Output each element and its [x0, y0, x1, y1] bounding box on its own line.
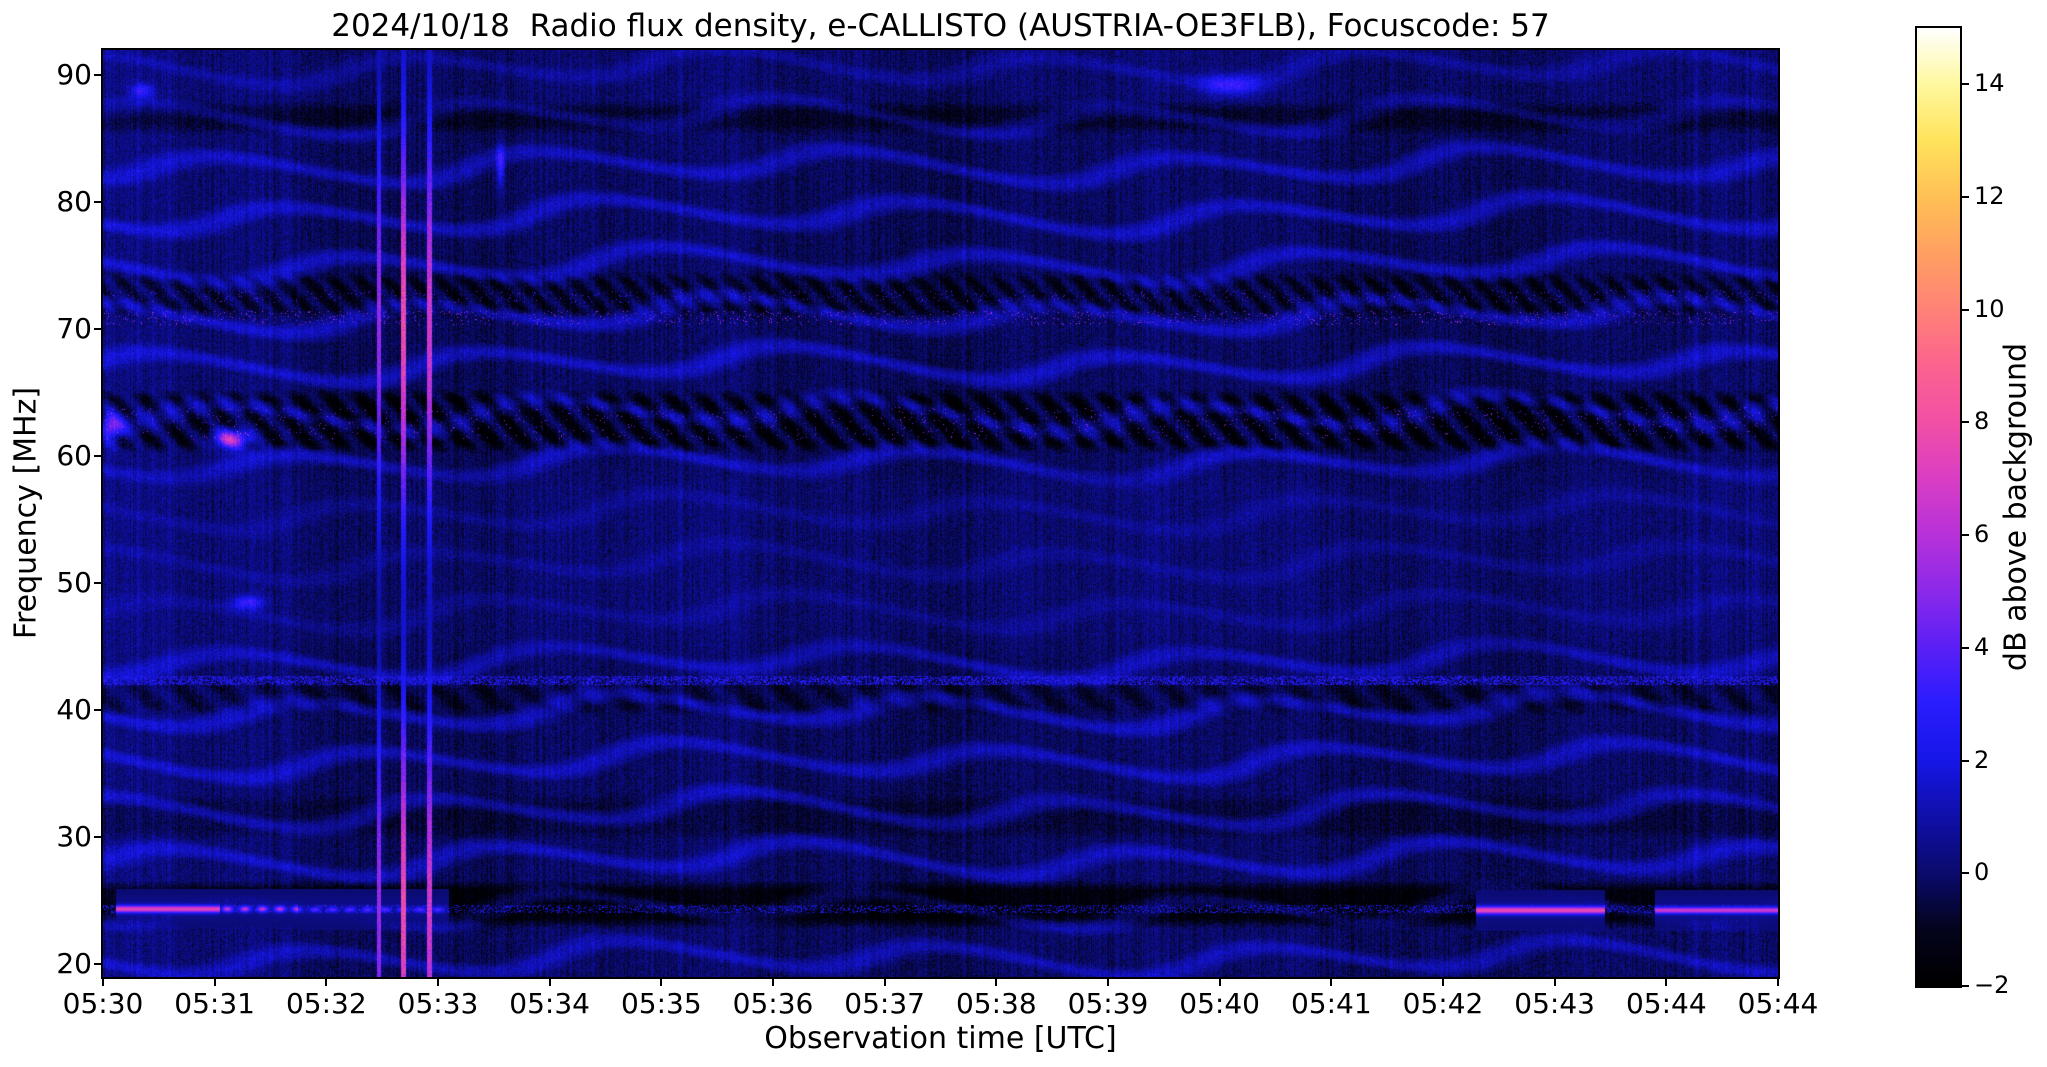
- y-tick-label: 50: [56, 566, 92, 600]
- x-tick-label: 05:36: [732, 987, 814, 1020]
- x-tick: [437, 977, 439, 986]
- plot-border: [101, 48, 1780, 979]
- x-tick: [102, 977, 104, 986]
- x-tick-label: 05:44: [1737, 987, 1819, 1020]
- x-tick: [1218, 977, 1221, 986]
- x-tick-label: 05:43: [1514, 987, 1595, 1020]
- y-axis-label: Frequency [MHz]: [8, 386, 44, 640]
- x-tick-label: 05:37: [844, 987, 925, 1020]
- x-tick: [548, 977, 551, 986]
- colorbar-tick: [1960, 83, 1969, 86]
- x-tick: [1330, 977, 1333, 986]
- x-tick: [883, 977, 886, 986]
- x-tick: [213, 977, 216, 986]
- colorbar-border: [1915, 26, 1962, 988]
- y-tick-label: 70: [56, 312, 92, 346]
- y-tick: [94, 709, 103, 712]
- x-tick: [772, 977, 774, 986]
- x-tick: [660, 977, 663, 986]
- colorbar-label: dB above background: [1998, 342, 2034, 672]
- x-tick: [1777, 977, 1779, 986]
- x-tick-label: 05:42: [1402, 987, 1484, 1020]
- spectrogram-canvas: [103, 50, 1778, 977]
- x-tick-label: 05:39: [1067, 987, 1149, 1020]
- x-tick-label: 05:44: [1625, 987, 1707, 1020]
- colorbar-tick-label: −2: [1974, 971, 2010, 999]
- colorbar-gradient-canvas: [1917, 28, 1960, 986]
- y-tick: [94, 836, 103, 839]
- x-axis-label: Observation time [UTC]: [764, 1021, 1117, 1056]
- x-tick-label: 05:38: [955, 987, 1037, 1020]
- x-tick: [325, 977, 328, 986]
- colorbar-tick-label: 4: [1974, 632, 1990, 661]
- y-tick: [94, 582, 103, 585]
- colorbar-tick: [1960, 872, 1969, 875]
- colorbar-tick-label: 0: [1974, 858, 1990, 887]
- y-tick-label: 30: [56, 820, 92, 854]
- colorbar-tick-label: 10: [1974, 294, 2005, 323]
- y-tick-label: 40: [56, 693, 92, 727]
- x-tick: [1553, 977, 1556, 986]
- y-tick: [94, 328, 103, 331]
- colorbar-tick-label: 6: [1974, 520, 1990, 549]
- x-tick-label: 05:41: [1290, 987, 1372, 1020]
- colorbar-tick-label: 2: [1974, 745, 1990, 774]
- colorbar-tick-label: 14: [1974, 69, 2005, 98]
- x-tick-label: 05:40: [1179, 987, 1260, 1020]
- colorbar-tick: [1960, 985, 1969, 987]
- x-tick-label: 05:30: [62, 987, 144, 1020]
- y-tick: [94, 74, 103, 77]
- y-tick-label: 80: [56, 185, 92, 219]
- y-tick: [94, 963, 103, 966]
- colorbar-tick: [1960, 534, 1969, 537]
- colorbar-tick-label: 8: [1974, 407, 1990, 436]
- figure-title: 2024/10/18 Radio flux density, e-CALLIST…: [331, 8, 1550, 44]
- y-tick: [94, 455, 103, 458]
- colorbar-tick: [1960, 646, 1969, 649]
- colorbar-tick-label: 12: [1974, 182, 2005, 211]
- colorbar-tick: [1960, 759, 1969, 762]
- x-tick: [995, 977, 998, 986]
- x-tick: [1442, 977, 1444, 986]
- y-tick: [94, 201, 103, 204]
- y-tick-label: 60: [56, 439, 92, 473]
- y-tick-label: 90: [56, 58, 92, 92]
- x-tick: [1665, 977, 1668, 986]
- colorbar-tick: [1960, 308, 1969, 311]
- colorbar-tick: [1960, 421, 1969, 424]
- x-tick-label: 05:33: [397, 987, 479, 1020]
- y-tick-label: 20: [56, 947, 92, 981]
- x-tick-label: 05:32: [285, 987, 367, 1020]
- x-tick-label: 05:31: [174, 987, 255, 1020]
- x-tick-label: 05:34: [509, 987, 590, 1020]
- x-tick: [1107, 977, 1109, 986]
- colorbar-tick: [1960, 196, 1969, 199]
- x-tick-label: 05:35: [620, 987, 702, 1020]
